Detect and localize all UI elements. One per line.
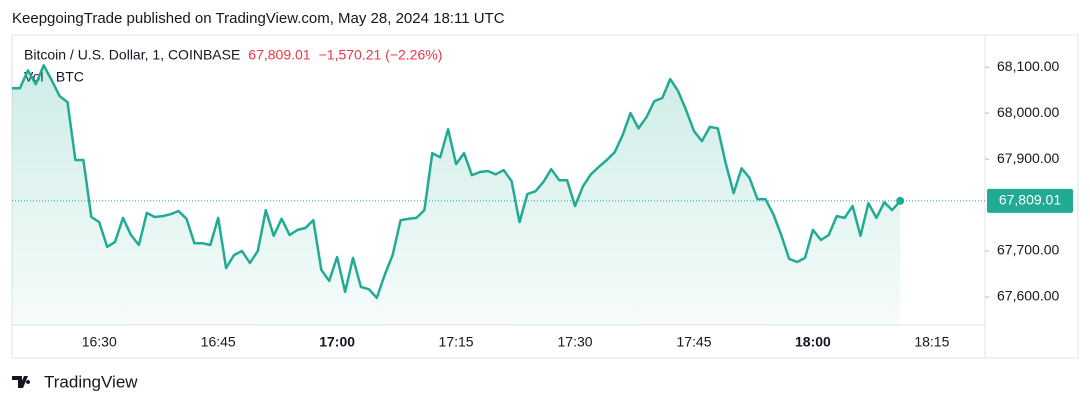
area-fill bbox=[12, 65, 901, 326]
x-tick-label: 18:15 bbox=[914, 334, 949, 350]
last-price-label: 67,809.01 bbox=[999, 192, 1061, 208]
y-tick-label: 67,700.00 bbox=[997, 242, 1059, 258]
x-tick-label: 17:45 bbox=[676, 334, 711, 350]
y-tick-label: 68,100.00 bbox=[997, 58, 1059, 74]
price-line bbox=[12, 64, 902, 300]
x-tick-label: 17:30 bbox=[558, 334, 593, 350]
x-tick-label: 17:15 bbox=[439, 334, 474, 350]
x-tick-label: 16:30 bbox=[82, 334, 117, 350]
y-tick-label: 67,600.00 bbox=[997, 288, 1059, 304]
legend-change: −1,570.21 (−2.26%) bbox=[319, 47, 443, 63]
last-point bbox=[896, 196, 905, 205]
footer-brand: TradingView bbox=[44, 372, 138, 391]
chart-title: Bitcoin / U.S. Dollar, 1, COINBASE bbox=[24, 47, 240, 63]
x-tick-label: 18:00 bbox=[795, 334, 831, 350]
y-tick-label: 67,900.00 bbox=[997, 150, 1059, 166]
last-price-box bbox=[987, 188, 1073, 213]
logo bbox=[12, 376, 31, 388]
header: KeepgoingTrade published on TradingView.… bbox=[12, 10, 505, 27]
x-tick-label: 17:00 bbox=[319, 334, 355, 350]
y-tick-label: 68,000.00 bbox=[997, 104, 1059, 120]
legend-price: 67,809.01 bbox=[248, 47, 310, 63]
x-tick-label: 16:45 bbox=[201, 334, 236, 350]
